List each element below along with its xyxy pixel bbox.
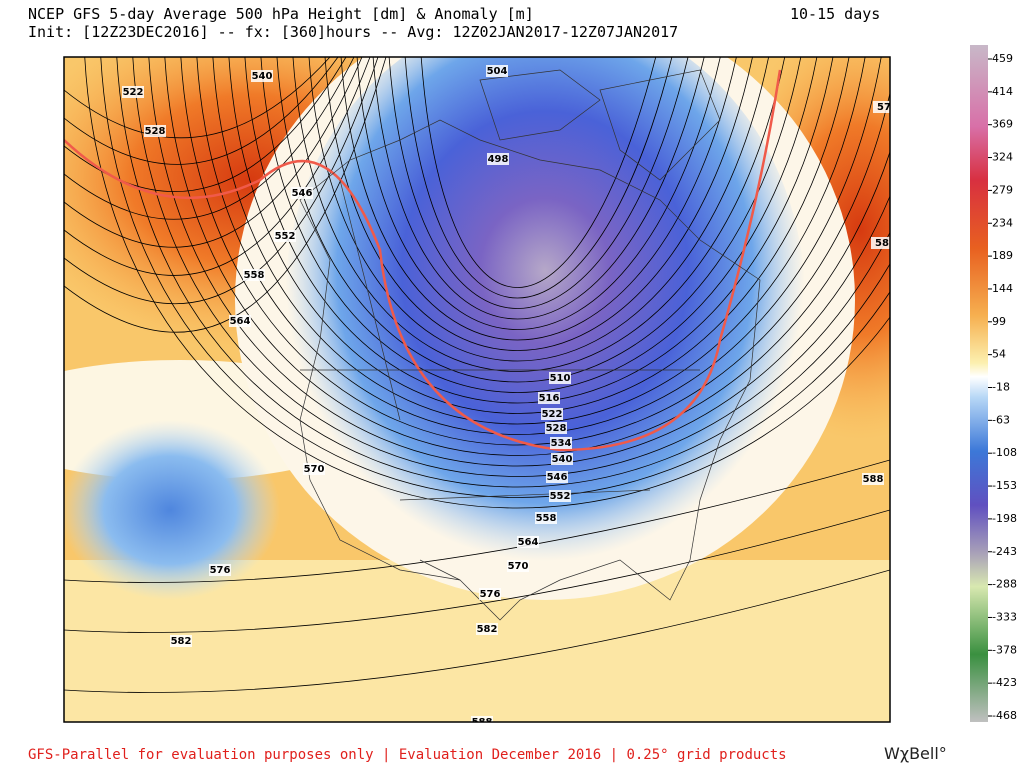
label-bg (541, 408, 563, 420)
label-bg (303, 463, 325, 475)
label-bg (550, 437, 572, 449)
label-bg (873, 101, 890, 113)
label-bg (122, 86, 144, 98)
colorbar-label: 279 (992, 183, 1013, 196)
label-bg (170, 635, 192, 647)
colorbar-label: 414 (992, 85, 1013, 98)
contour-label: 498 (488, 154, 509, 165)
label-bg (243, 269, 265, 281)
colorbar-label: -423 (992, 676, 1017, 689)
label-bg (251, 70, 273, 82)
colorbar-label: 99 (992, 315, 1006, 328)
contour-label: 546 (547, 472, 568, 483)
contour-label: 564 (230, 316, 251, 327)
label-bg (551, 453, 573, 465)
contour-label: 588 (472, 717, 493, 728)
label-bg (535, 512, 557, 524)
colorbar-label: 144 (992, 282, 1013, 295)
logo: WχBell° (884, 744, 947, 763)
label-bg (549, 490, 571, 502)
period: 10-15 days (790, 5, 880, 23)
contour-label: 516 (539, 393, 560, 404)
colorbar-label: 369 (992, 118, 1013, 131)
label-bg (144, 125, 166, 137)
colorbar-label: 54 (992, 348, 1006, 361)
contour-label: 570 (508, 561, 529, 572)
label-bg (549, 372, 571, 384)
contour-label: 528 (546, 423, 567, 434)
label-bg (517, 536, 539, 548)
colorbar-label: -288 (992, 578, 1017, 591)
contour-label: 540 (252, 71, 273, 82)
label-bg (546, 471, 568, 483)
label-bg (486, 65, 508, 77)
map: 522 528 540 546 552 558 564 570 576 582 504 498 510 5… (64, 57, 891, 728)
contour-label: 57 (877, 102, 891, 113)
contour-label: 576 (210, 565, 231, 576)
contour-label: 58 (875, 238, 889, 249)
label-bg (487, 153, 509, 165)
colorbar-label: -153 (992, 479, 1017, 492)
colorbar-label: -18 (992, 381, 1010, 394)
contour-label: 504 (487, 66, 508, 77)
contour-label: 540 (552, 454, 573, 465)
label-bg (274, 230, 296, 242)
contour-label: 552 (275, 231, 296, 242)
colorbar-label: -378 (992, 643, 1017, 656)
contour-label: 552 (550, 491, 571, 502)
contour-label: 522 (123, 87, 144, 98)
contour-label: 534 (551, 438, 572, 449)
label-bg (479, 588, 501, 600)
label-bg (871, 237, 890, 249)
contour-label: 570 (304, 464, 325, 475)
label-bg (471, 716, 493, 722)
colorbar-label: -243 (992, 545, 1017, 558)
colorbar-label: 189 (992, 249, 1013, 262)
contour-label: 522 (542, 409, 563, 420)
footer: GFS-Parallel for evaluation purposes onl… (28, 747, 787, 763)
contour-label: 582 (171, 636, 192, 647)
colorbar-label: -198 (992, 512, 1017, 525)
colorbar-label: -63 (992, 413, 1010, 426)
contour-label: 510 (550, 373, 571, 384)
label-bg (209, 564, 231, 576)
contour-label: 558 (536, 513, 557, 524)
colorbar-label: 234 (992, 216, 1013, 229)
title: NCEP GFS 5-day Average 500 hPa Height [d… (28, 5, 534, 23)
colorbar-label: 459 (992, 52, 1013, 65)
label-bg (538, 392, 560, 404)
contour-label: 558 (244, 270, 265, 281)
label-bg (229, 315, 251, 327)
colorbar-label: 324 (992, 151, 1013, 164)
colorbar-label: -468 (992, 709, 1017, 722)
contour-label: 546 (292, 188, 313, 199)
label-bg (291, 187, 313, 199)
label-bg (862, 473, 884, 485)
contour-label: 588 (863, 474, 884, 485)
contour-label: 582 (477, 624, 498, 635)
colorbar-label: -108 (992, 446, 1017, 459)
colorbar-label: -333 (992, 610, 1017, 623)
label-bg (476, 623, 498, 635)
contour-label: 564 (518, 537, 539, 548)
contour-label: 576 (480, 589, 501, 600)
label-bg (545, 422, 567, 434)
subtitle: Init: [12Z23DEC2016] -- fx: [360]hours -… (28, 23, 678, 41)
label-bg (507, 560, 529, 572)
contour-label: 528 (145, 126, 166, 137)
colorbar (970, 45, 988, 722)
